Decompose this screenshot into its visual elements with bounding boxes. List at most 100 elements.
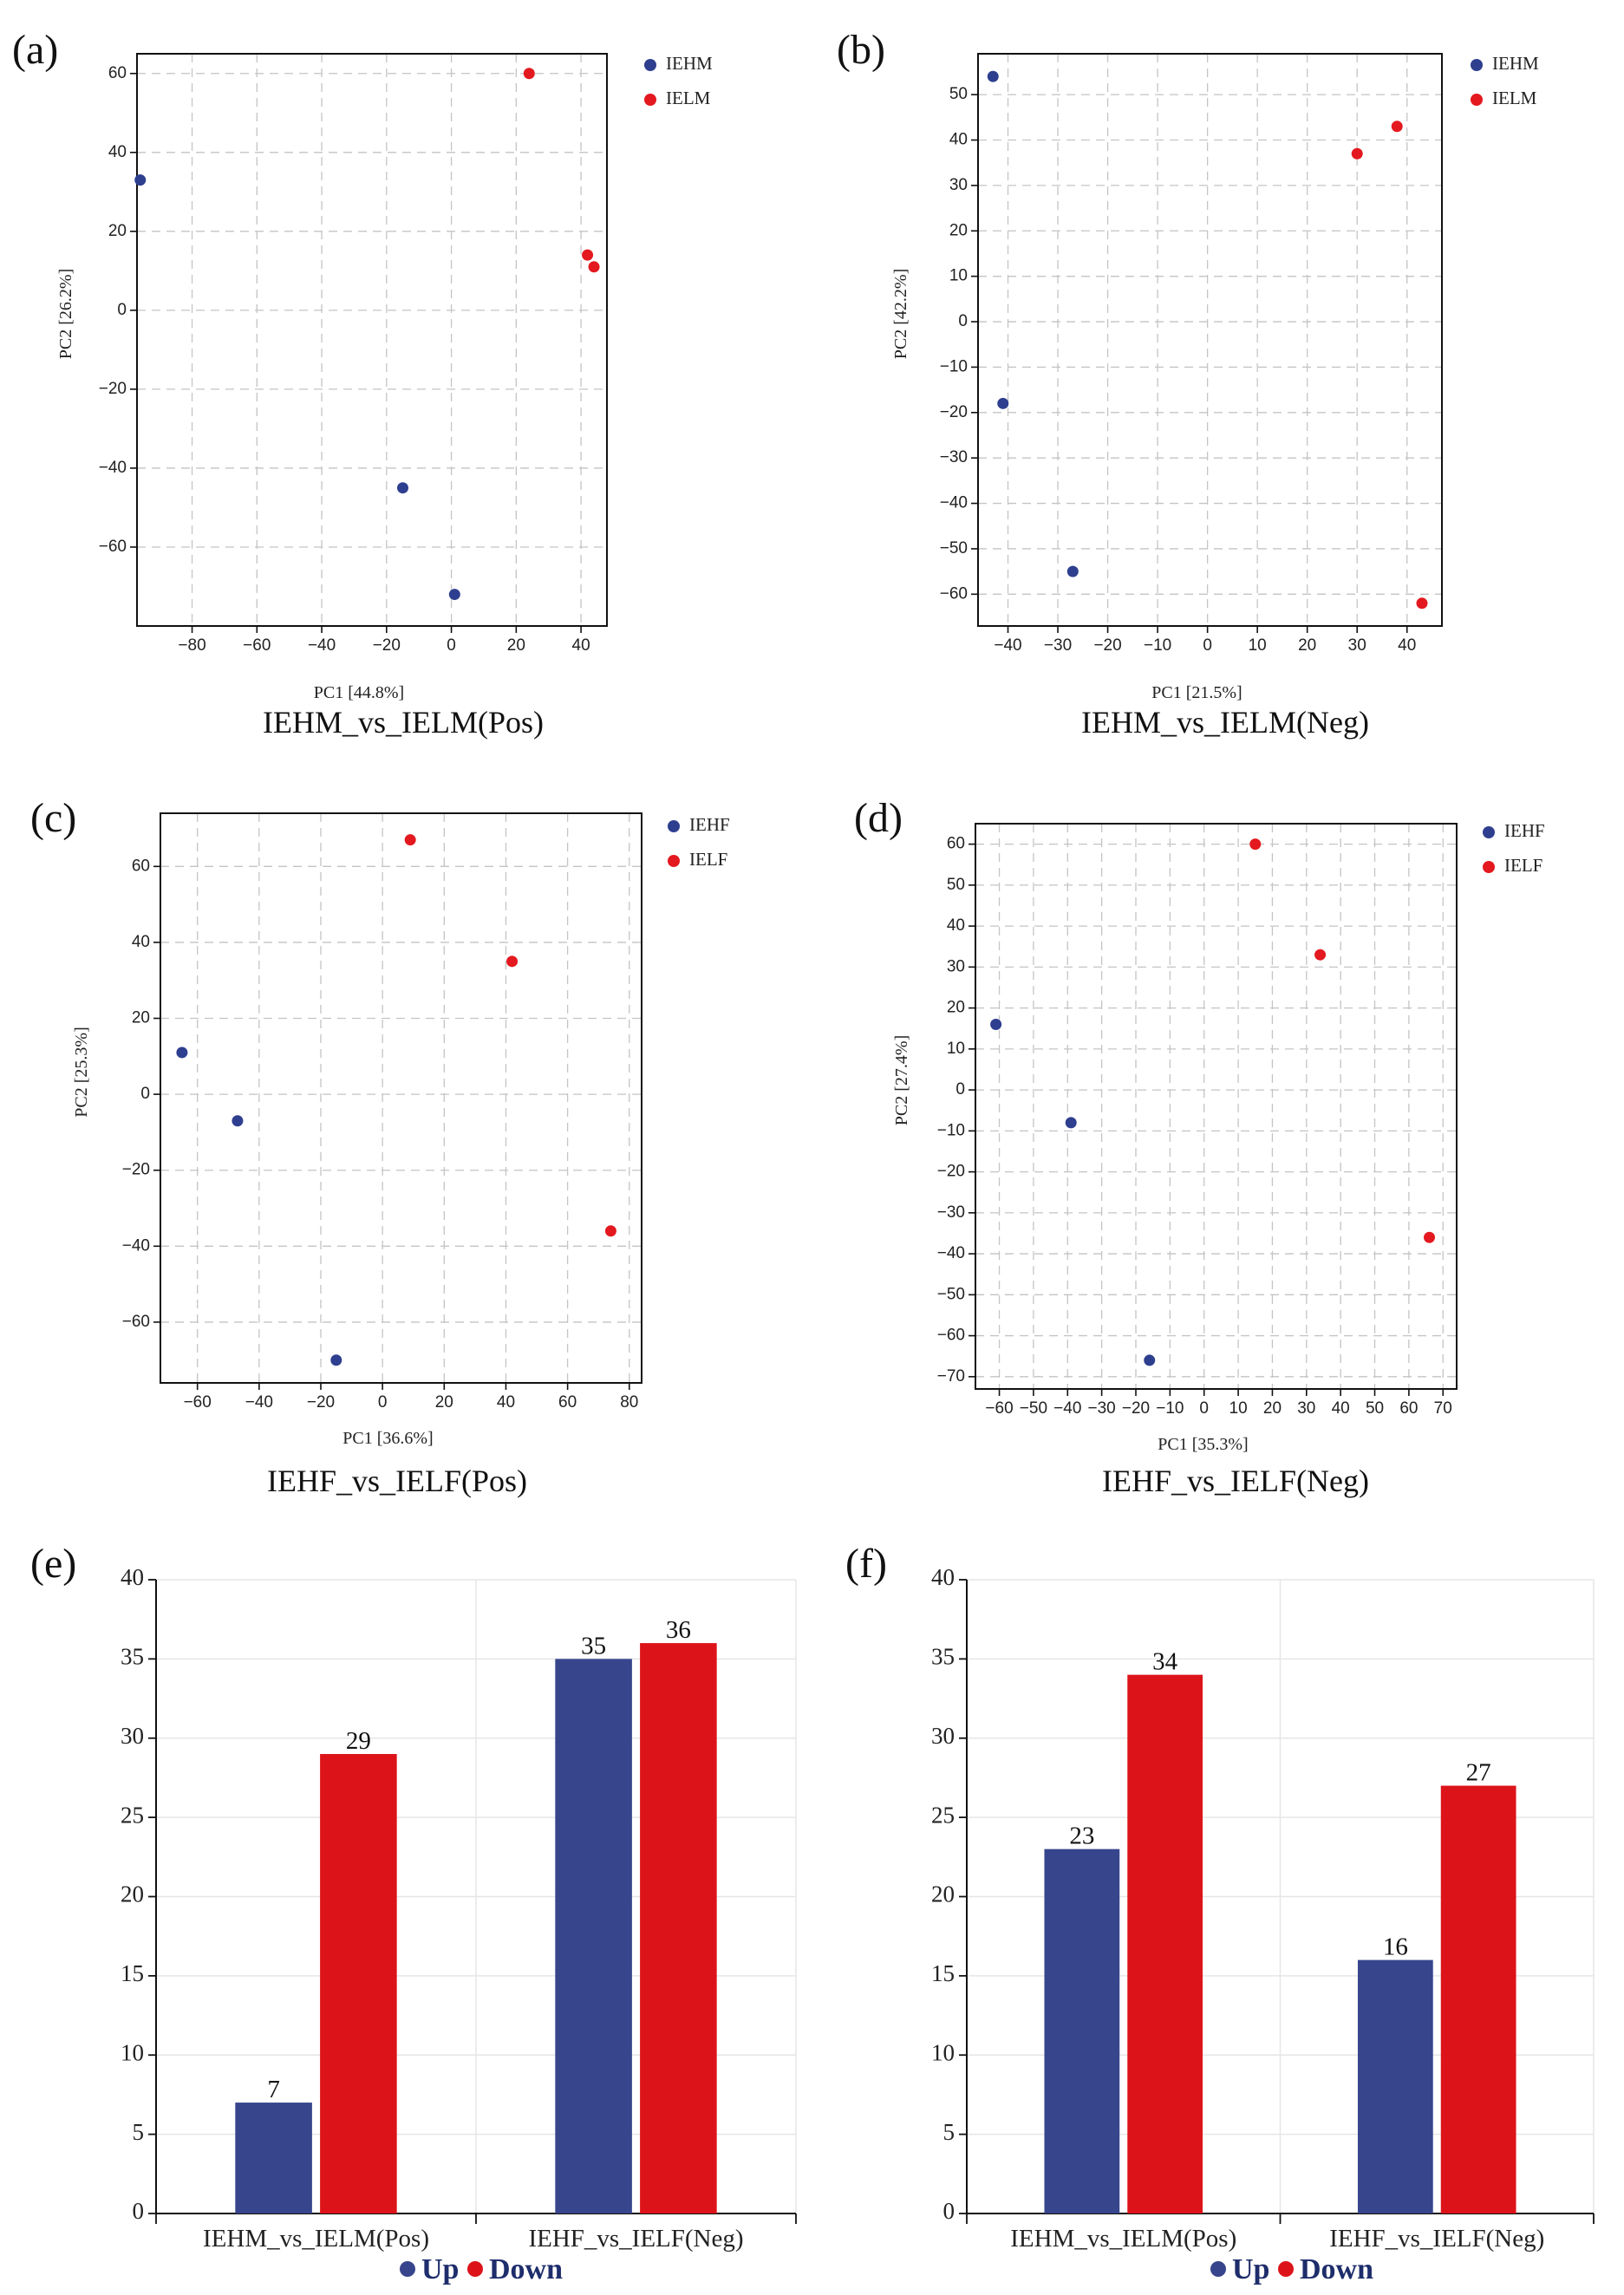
panel-letter: (c) <box>30 795 76 841</box>
y-tick-label: 30 <box>947 957 965 975</box>
y-tick-label: 5 <box>943 2119 955 2145</box>
y-tick-label: 60 <box>947 835 965 853</box>
x-category-label: IEHF_vs_IELF(Neg) <box>1329 2225 1544 2253</box>
x-tick-label: −40 <box>1053 1399 1081 1418</box>
x-tick-label: −20 <box>1093 636 1121 655</box>
x-tick-label: 60 <box>558 1393 577 1412</box>
y-tick-label: 10 <box>121 2039 144 2065</box>
panel-d: (d) −60 −50 −40 −30 −20 −10 0 10 20 30 40 50 60 70 −70 −… <box>854 795 1545 1498</box>
data-point-ielm <box>1351 147 1363 160</box>
data-point-ielm <box>1391 121 1403 133</box>
legend-label-down: Down <box>1300 2253 1373 2285</box>
y-tick-label: 30 <box>949 176 968 194</box>
y-tick-label: 30 <box>931 1723 955 1749</box>
x-tick-label: 50 <box>1366 1399 1384 1418</box>
x-tick-label: 40 <box>572 636 590 655</box>
y-tick-label: −60 <box>940 584 968 603</box>
data-point-iehm <box>448 589 460 601</box>
bar-up <box>1357 1959 1433 2214</box>
legend-marker-ielf <box>668 855 680 867</box>
legend-marker-down <box>1278 2261 1294 2277</box>
legend-marker-ielm <box>644 94 656 106</box>
panel-letter: (d) <box>854 795 903 841</box>
y-tick-label: 15 <box>121 1960 144 1986</box>
y-tick-label: −60 <box>122 1313 150 1331</box>
y-tick-label: −50 <box>937 1285 965 1303</box>
x-tick-label: 0 <box>1199 1399 1209 1418</box>
x-tick-label: −60 <box>243 636 271 655</box>
y-tick-label: 20 <box>949 221 968 239</box>
x-tick-label: −10 <box>1144 636 1171 655</box>
y-tick-label: −30 <box>937 1203 965 1222</box>
y-tick-label: −20 <box>99 380 127 398</box>
x-tick-label: 80 <box>620 1393 638 1412</box>
bar-value-label: 27 <box>1466 1759 1491 1787</box>
panel-caption: IEHM_vs_IELM(Pos) <box>263 705 544 740</box>
y-tick-label: −40 <box>122 1236 150 1255</box>
data-point-iehm <box>997 397 1009 409</box>
legend-label-ielm: IELM <box>1492 88 1537 108</box>
x-tick-label: −40 <box>245 1393 273 1412</box>
data-point-iehm <box>987 70 999 82</box>
legend-marker-iehf <box>668 820 680 832</box>
bar-value-label: 35 <box>581 1632 606 1659</box>
x-tick-label: 60 <box>1399 1399 1418 1418</box>
legend-marker-iehm <box>1471 59 1483 71</box>
y-tick-label: 0 <box>140 1085 150 1103</box>
y-tick-label: 40 <box>108 143 127 161</box>
data-point-ielf <box>1314 949 1327 961</box>
y-tick-label: 35 <box>121 1644 144 1670</box>
x-tick-label: 70 <box>1434 1399 1452 1418</box>
y-axis-label: PC2 [27.4%] <box>892 1035 911 1125</box>
x-axis-label: PC1 [21.5%] <box>1151 683 1242 702</box>
legend-label-up: Up <box>1232 2253 1269 2285</box>
panel-a: (a) −80 −60 −40 −20 0 20 40 −60 −40 −20 0 20 40 60 PC1 … <box>12 27 713 740</box>
y-tick-label: −50 <box>940 539 968 557</box>
y-tick-label: 60 <box>108 64 127 82</box>
bar-up <box>235 2103 312 2214</box>
y-tick-label: −70 <box>937 1367 965 1385</box>
y-tick-label: 40 <box>132 933 150 951</box>
legend-marker-ielf <box>1483 861 1495 873</box>
y-tick-label: −10 <box>940 357 968 375</box>
data-point-iehm <box>1066 565 1079 577</box>
data-point-iehm <box>134 174 147 186</box>
y-tick-label: 35 <box>931 1644 955 1670</box>
panel-b: (b) −40 −30 −20 −10 0 10 20 30 40 −60 −50 −40 −30 −20 −… <box>837 27 1539 740</box>
x-tick-label: 20 <box>435 1393 453 1412</box>
x-tick-label: −60 <box>184 1393 212 1412</box>
x-tick-label: −10 <box>1156 1399 1184 1418</box>
x-tick-label: −60 <box>985 1399 1013 1418</box>
x-tick-label: 30 <box>1348 636 1366 655</box>
legend-marker-ielm <box>1471 94 1483 106</box>
x-tick-label: 0 <box>1203 636 1212 655</box>
data-point-ielf <box>506 955 519 968</box>
x-tick-label: −30 <box>1044 636 1072 655</box>
panel-caption: IEHF_vs_IELF(Pos) <box>267 1464 527 1498</box>
y-tick-label: 10 <box>947 1040 965 1058</box>
legend-marker-iehf <box>1483 826 1495 838</box>
data-point-ielf <box>404 834 416 846</box>
data-point-iehm <box>397 482 409 494</box>
data-point-iehf <box>176 1046 188 1059</box>
x-tick-label: 10 <box>1229 1399 1248 1418</box>
data-point-iehf <box>330 1354 342 1366</box>
x-axis-label: PC1 [36.6%] <box>342 1429 433 1448</box>
y-tick-label: 0 <box>117 301 127 319</box>
y-tick-label: −60 <box>99 538 127 556</box>
legend-label-ielf: IELF <box>1504 855 1542 876</box>
x-tick-label: −40 <box>994 636 1021 655</box>
x-tick-label: −20 <box>1122 1399 1150 1418</box>
legend-marker-down <box>467 2261 483 2277</box>
x-tick-label: −40 <box>308 636 336 655</box>
y-tick-label: 20 <box>121 1881 144 1907</box>
panel-f: (f) 0 5 10 15 20 25 30 35 40 23 34 IEHM_vs_IELM(Pos)… <box>845 1541 1595 2285</box>
legend-label-iehf: IEHF <box>1504 820 1545 841</box>
bar-up <box>1044 1848 1120 2214</box>
plot-frame <box>975 823 1458 1390</box>
plot-frame <box>977 53 1443 627</box>
y-axis-label: PC2 [26.2%] <box>56 269 75 359</box>
y-tick-label: 40 <box>931 1564 955 1590</box>
bar-up <box>555 1659 632 2214</box>
y-tick-label: 0 <box>958 312 968 330</box>
